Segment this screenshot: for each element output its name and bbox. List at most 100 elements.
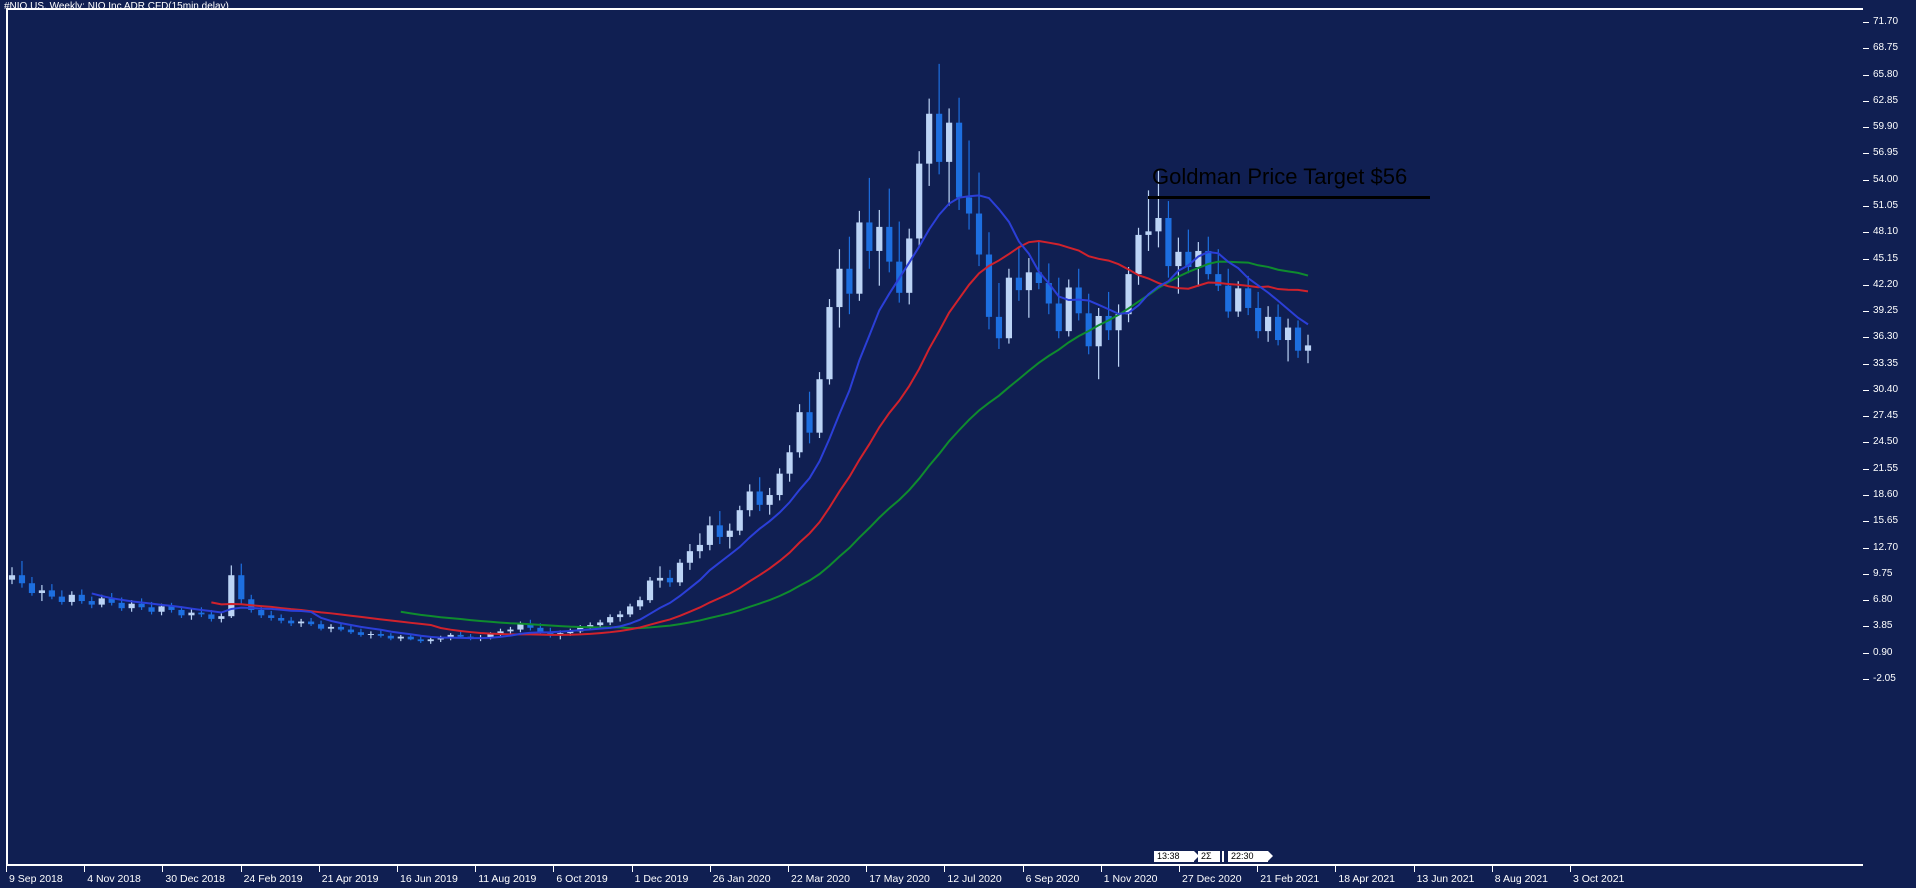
price-axis-label: 45.15 [1873, 252, 1899, 264]
plot-area-frame [6, 8, 1865, 866]
price-axis-tick [1863, 284, 1869, 286]
price-axis-tick [1863, 573, 1869, 575]
price-axis-tick [1863, 442, 1869, 444]
date-axis-tick [944, 866, 946, 872]
price-axis-tick [1863, 258, 1869, 260]
date-axis-label: 27 Dec 2020 [1182, 873, 1242, 885]
price-axis-label: 24.50 [1873, 436, 1899, 448]
price-axis-tick [1863, 232, 1869, 234]
date-axis-label: 18 Apr 2021 [1338, 873, 1396, 885]
ma-slow-green-line [400, 260, 1309, 630]
price-axis-label: 6.80 [1873, 594, 1893, 606]
date-axis-tick [553, 866, 555, 872]
price-target-annotation: Goldman Price Target $56 [1152, 164, 1408, 189]
price-axis-label: 12.70 [1873, 541, 1899, 553]
date-axis-tick [1022, 866, 1024, 872]
price-axis-tick [1863, 679, 1869, 680]
price-axis-label: 51.05 [1873, 199, 1899, 211]
candle-series [8, 63, 1312, 644]
price-axis-label: 68.75 [1873, 42, 1899, 54]
price-axis-tick [1863, 337, 1869, 339]
date-axis-tick [1413, 866, 1415, 872]
date-axis-label: 13 Jun 2021 [1416, 873, 1475, 885]
price-target-underline [1148, 196, 1430, 199]
price-axis-tick [1863, 205, 1869, 207]
date-axis-tick [1179, 866, 1180, 872]
date-axis-label: 8 Aug 2021 [1494, 873, 1548, 885]
price-axis[interactable]: 71.70 68.75 65.80 62.85 59.90 56.95 54.00 51.05… [1863, 8, 1916, 866]
date-axis-tick [1491, 866, 1493, 872]
date-axis-tick [1335, 866, 1337, 872]
date-axis-label: 21 Apr 2019 [321, 873, 379, 885]
price-axis-label: 65.80 [1873, 68, 1899, 80]
price-axis-tick [1863, 100, 1869, 102]
price-axis-label: 21.55 [1873, 462, 1899, 474]
price-axis-label: 39.25 [1873, 305, 1899, 317]
price-axis-tick [1863, 127, 1869, 129]
candlestick-chart[interactable] [8, 10, 1861, 862]
price-axis-tick [1863, 652, 1869, 654]
date-axis-label: 1 Nov 2020 [1103, 873, 1158, 885]
date-axis-label: 12 Jul 2020 [947, 873, 1002, 885]
ma-mid-red-line [211, 240, 1309, 636]
price-axis-label: -2.05 [1873, 673, 1896, 684]
price-axis-label: 42.20 [1873, 278, 1899, 290]
date-axis-tick [1100, 866, 1102, 872]
date-axis[interactable]: 9 Sep 2018 4 Nov 2018 30 Dec 2018 24 Feb 20… [0, 866, 1916, 888]
price-axis-label: 18.60 [1873, 489, 1899, 501]
time-marker-chip[interactable]: 22:30 [1228, 851, 1273, 862]
date-axis-label: 30 Dec 2018 [165, 873, 225, 885]
price-axis-label: 36.30 [1873, 331, 1899, 343]
price-axis-label: 27.45 [1873, 410, 1899, 422]
price-axis-tick [1863, 22, 1869, 23]
date-axis-tick [866, 866, 868, 872]
date-axis-label: 11 Aug 2019 [478, 873, 537, 885]
date-axis-tick [6, 866, 7, 872]
price-axis-label: 30.40 [1873, 383, 1899, 395]
price-axis-tick [1863, 547, 1869, 549]
time-marker-chip[interactable]: 2Σ [1198, 851, 1220, 862]
date-axis-label: 9 Sep 2018 [9, 873, 63, 885]
page-title: #NIO.US, Weekly: NIO Inc ADR CFD(15min d… [4, 1, 229, 12]
price-axis-tick [1863, 74, 1869, 76]
date-axis-label: 21 Feb 2021 [1260, 873, 1320, 885]
date-axis-tick [475, 866, 477, 872]
time-marker-chip[interactable]: 13:38 [1154, 851, 1199, 862]
chip-separator [1222, 851, 1224, 862]
date-axis-tick [1570, 866, 1571, 872]
price-axis-label: 62.85 [1873, 94, 1899, 106]
date-axis-tick [84, 866, 86, 872]
date-axis-tick [162, 866, 164, 872]
price-axis-label: 54.00 [1873, 173, 1899, 185]
date-axis-label: 6 Sep 2020 [1025, 873, 1080, 885]
price-axis-label: 33.35 [1873, 357, 1899, 369]
date-axis-label: 17 May 2020 [869, 873, 930, 885]
price-axis-tick [1863, 363, 1869, 365]
date-axis-tick [240, 866, 242, 872]
date-axis-tick [318, 866, 320, 872]
ma-fast-blue-line [91, 194, 1309, 640]
price-axis-label: 0.90 [1873, 646, 1893, 658]
date-axis-label: 1 Dec 2019 [634, 873, 689, 885]
price-axis-label: 15.65 [1873, 515, 1899, 527]
date-axis-label: 22 Mar 2020 [791, 873, 850, 885]
price-axis-label: 59.90 [1873, 121, 1899, 133]
price-axis-tick [1863, 311, 1869, 313]
date-axis-label: 4 Nov 2018 [87, 873, 141, 885]
price-axis-tick [1863, 48, 1869, 50]
price-axis-tick [1863, 626, 1869, 628]
price-axis-tick [1863, 468, 1869, 470]
date-axis-label: 16 Jun 2019 [400, 873, 458, 885]
date-axis-label: 6 Oct 2019 [556, 873, 608, 885]
price-axis-tick [1863, 495, 1869, 497]
date-axis-label: 24 Feb 2019 [243, 873, 303, 885]
date-axis-tick [709, 866, 711, 872]
price-axis-tick [1863, 521, 1869, 523]
price-axis-tick [1863, 389, 1869, 391]
price-axis-label: 71.70 [1873, 16, 1899, 27]
price-axis-label: 9.75 [1873, 567, 1893, 579]
date-axis-tick [1257, 866, 1259, 872]
price-axis-tick [1863, 416, 1869, 418]
price-axis-tick [1863, 153, 1869, 155]
